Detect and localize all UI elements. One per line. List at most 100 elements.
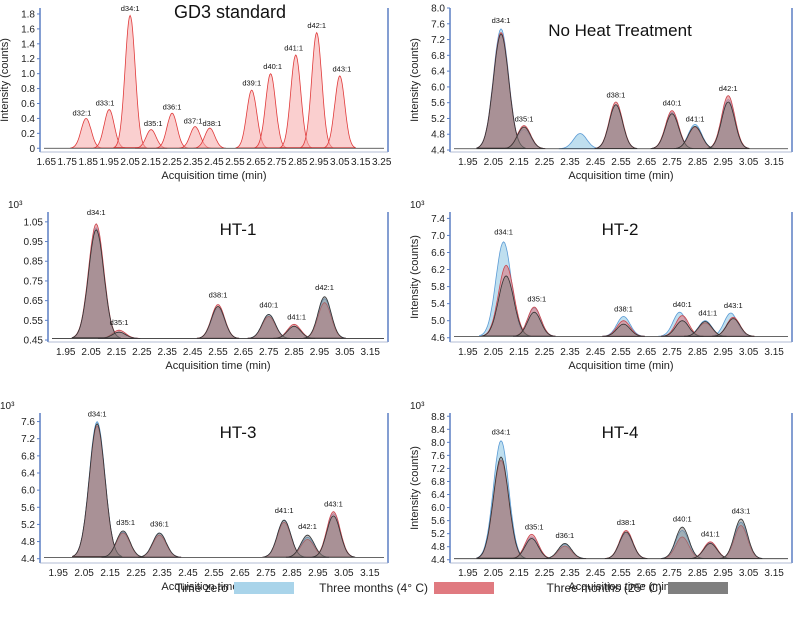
peak — [196, 306, 240, 339]
peak-label: d34:1 — [87, 208, 106, 217]
y-tick-label: 0.85 — [24, 257, 44, 268]
peak-label: d36:1 — [555, 531, 574, 540]
x-tick-label: 3.05 — [739, 157, 759, 168]
y-axis-label: Intensity (counts) — [409, 235, 421, 319]
y-tick-label: 5.6 — [431, 516, 445, 527]
x-tick-label: 2.25 — [535, 157, 555, 168]
x-tick-label: 2.75 — [662, 568, 682, 579]
x-tick-label: 2.05 — [484, 347, 504, 358]
y-tick-label: 5.6 — [21, 503, 35, 514]
peak-label: d41:1 — [698, 309, 717, 318]
x-tick-label: 2.65 — [246, 157, 266, 168]
x-tick-label: 2.75 — [662, 347, 682, 358]
peak-label: d35:1 — [527, 294, 546, 303]
peak-label: d43:1 — [332, 64, 351, 73]
y-tick-label: 7.2 — [431, 35, 445, 46]
peak — [299, 31, 335, 148]
y-tick-label: 4.8 — [431, 130, 445, 141]
y-tick-label: 6.4 — [21, 469, 35, 480]
x-tick-label: 2.25 — [162, 157, 182, 168]
y-axis-label: Intensity (counts) — [0, 38, 11, 122]
x-tick-label: 3.15 — [361, 347, 381, 358]
x-tick-label: 2.75 — [662, 157, 682, 168]
x-tick-label: 1.95 — [48, 568, 68, 579]
peak — [719, 518, 763, 559]
peak — [604, 531, 648, 559]
x-tick-label: 2.15 — [141, 157, 161, 168]
x-tick-label: 2.25 — [132, 347, 152, 358]
y-tick-label: 4.4 — [21, 554, 35, 565]
x-tick-label: 2.35 — [560, 157, 580, 168]
peak — [193, 127, 226, 149]
peak — [137, 532, 182, 558]
y-tick-label: 5.6 — [431, 98, 445, 109]
legend: Time zero Three months (4° C) Three mont… — [175, 581, 728, 595]
y-tick-label: 0.95 — [24, 237, 44, 248]
chart-panel-gd3: 0 0.2 0.4 0.6 0.8 1.0 1.2 1.4 1.6 1.8 1.65 1.75 1.85… — [0, 2, 392, 182]
peak-label: d38:1 — [203, 119, 222, 128]
x-tick-label: 3.15 — [764, 157, 784, 168]
x-tick-label: 2.95 — [309, 157, 329, 168]
x-tick-label: 3.05 — [334, 568, 354, 579]
x-tick-label: 2.35 — [560, 568, 580, 579]
x-tick-label: 2.45 — [178, 568, 198, 579]
x-tick-label: 3.15 — [360, 568, 380, 579]
peak — [660, 526, 704, 559]
peak — [101, 530, 145, 558]
peak — [502, 126, 546, 149]
y-tick-label: 6.8 — [21, 451, 35, 462]
peak — [71, 229, 121, 339]
peak — [311, 515, 356, 558]
peak-label: d38:1 — [614, 304, 633, 313]
peak — [594, 104, 638, 149]
x-tick-label: 2.35 — [183, 157, 203, 168]
x-tick-label: 2.95 — [713, 347, 733, 358]
x-tick-label: 2.25 — [126, 568, 146, 579]
peak-label: d43:1 — [732, 507, 751, 516]
x-tick-label: 2.55 — [208, 347, 228, 358]
x-tick-label: 2.55 — [225, 157, 245, 168]
peak-label: d43:1 — [324, 499, 343, 508]
y-tick-label: 8.8 — [431, 412, 445, 423]
legend-label-4c: Three months (4° C) — [319, 581, 428, 595]
x-axis-label: Acquisition time (min) — [568, 170, 673, 182]
peak-label: d38:1 — [209, 291, 228, 300]
y-tick-label: 0.65 — [24, 296, 44, 307]
x-tick-label: 2.45 — [586, 157, 606, 168]
x-tick-label: 1.75 — [58, 157, 78, 168]
y-tick-label: 5.0 — [431, 316, 445, 327]
x-tick-label: 2.35 — [560, 347, 580, 358]
peak-label: d36:1 — [150, 520, 169, 529]
chart-title: HT-3 — [220, 423, 257, 442]
y-tick-label: 6.2 — [431, 265, 445, 276]
y-tick-label: 1.0 — [21, 69, 35, 80]
x-tick-label: 2.05 — [81, 347, 101, 358]
peak — [155, 112, 189, 149]
x-tick-label: 2.35 — [152, 568, 172, 579]
y-tick-label: 7.6 — [431, 19, 445, 30]
peak — [510, 538, 553, 559]
y-axis-exponent: 10³ — [410, 200, 425, 211]
y-tick-label: 0.8 — [21, 84, 35, 95]
x-tick-label: 2.35 — [158, 347, 178, 358]
peak-label: d41:1 — [287, 312, 306, 321]
x-tick-label: 2.95 — [713, 157, 733, 168]
peak-label: d42:1 — [719, 84, 738, 93]
chart-panel-ht2: 4.6 5.0 5.4 5.8 6.2 6.6 7.0 7.4 1.95 2.05 2.15 2.25… — [409, 200, 793, 372]
peak-label: d40:1 — [263, 62, 282, 71]
peak-label: d41:1 — [686, 114, 705, 123]
x-tick-label: 2.75 — [256, 568, 276, 579]
x-tick-label: 2.85 — [284, 347, 304, 358]
x-tick-label: 3.15 — [351, 157, 371, 168]
x-tick-label: 3.15 — [764, 347, 784, 358]
peak-label: d40:1 — [673, 515, 692, 524]
x-tick-label: 2.75 — [267, 157, 287, 168]
y-tick-label: 0.55 — [24, 316, 44, 327]
y-tick-label: 4.4 — [431, 146, 445, 157]
y-tick-label: 6.0 — [431, 503, 445, 514]
peak-label: d38:1 — [617, 518, 636, 527]
x-tick-label: 2.55 — [611, 157, 631, 168]
chart-title: GD3 standard — [174, 2, 286, 22]
x-tick-label: 2.65 — [230, 568, 250, 579]
x-tick-label: 1.95 — [99, 157, 119, 168]
